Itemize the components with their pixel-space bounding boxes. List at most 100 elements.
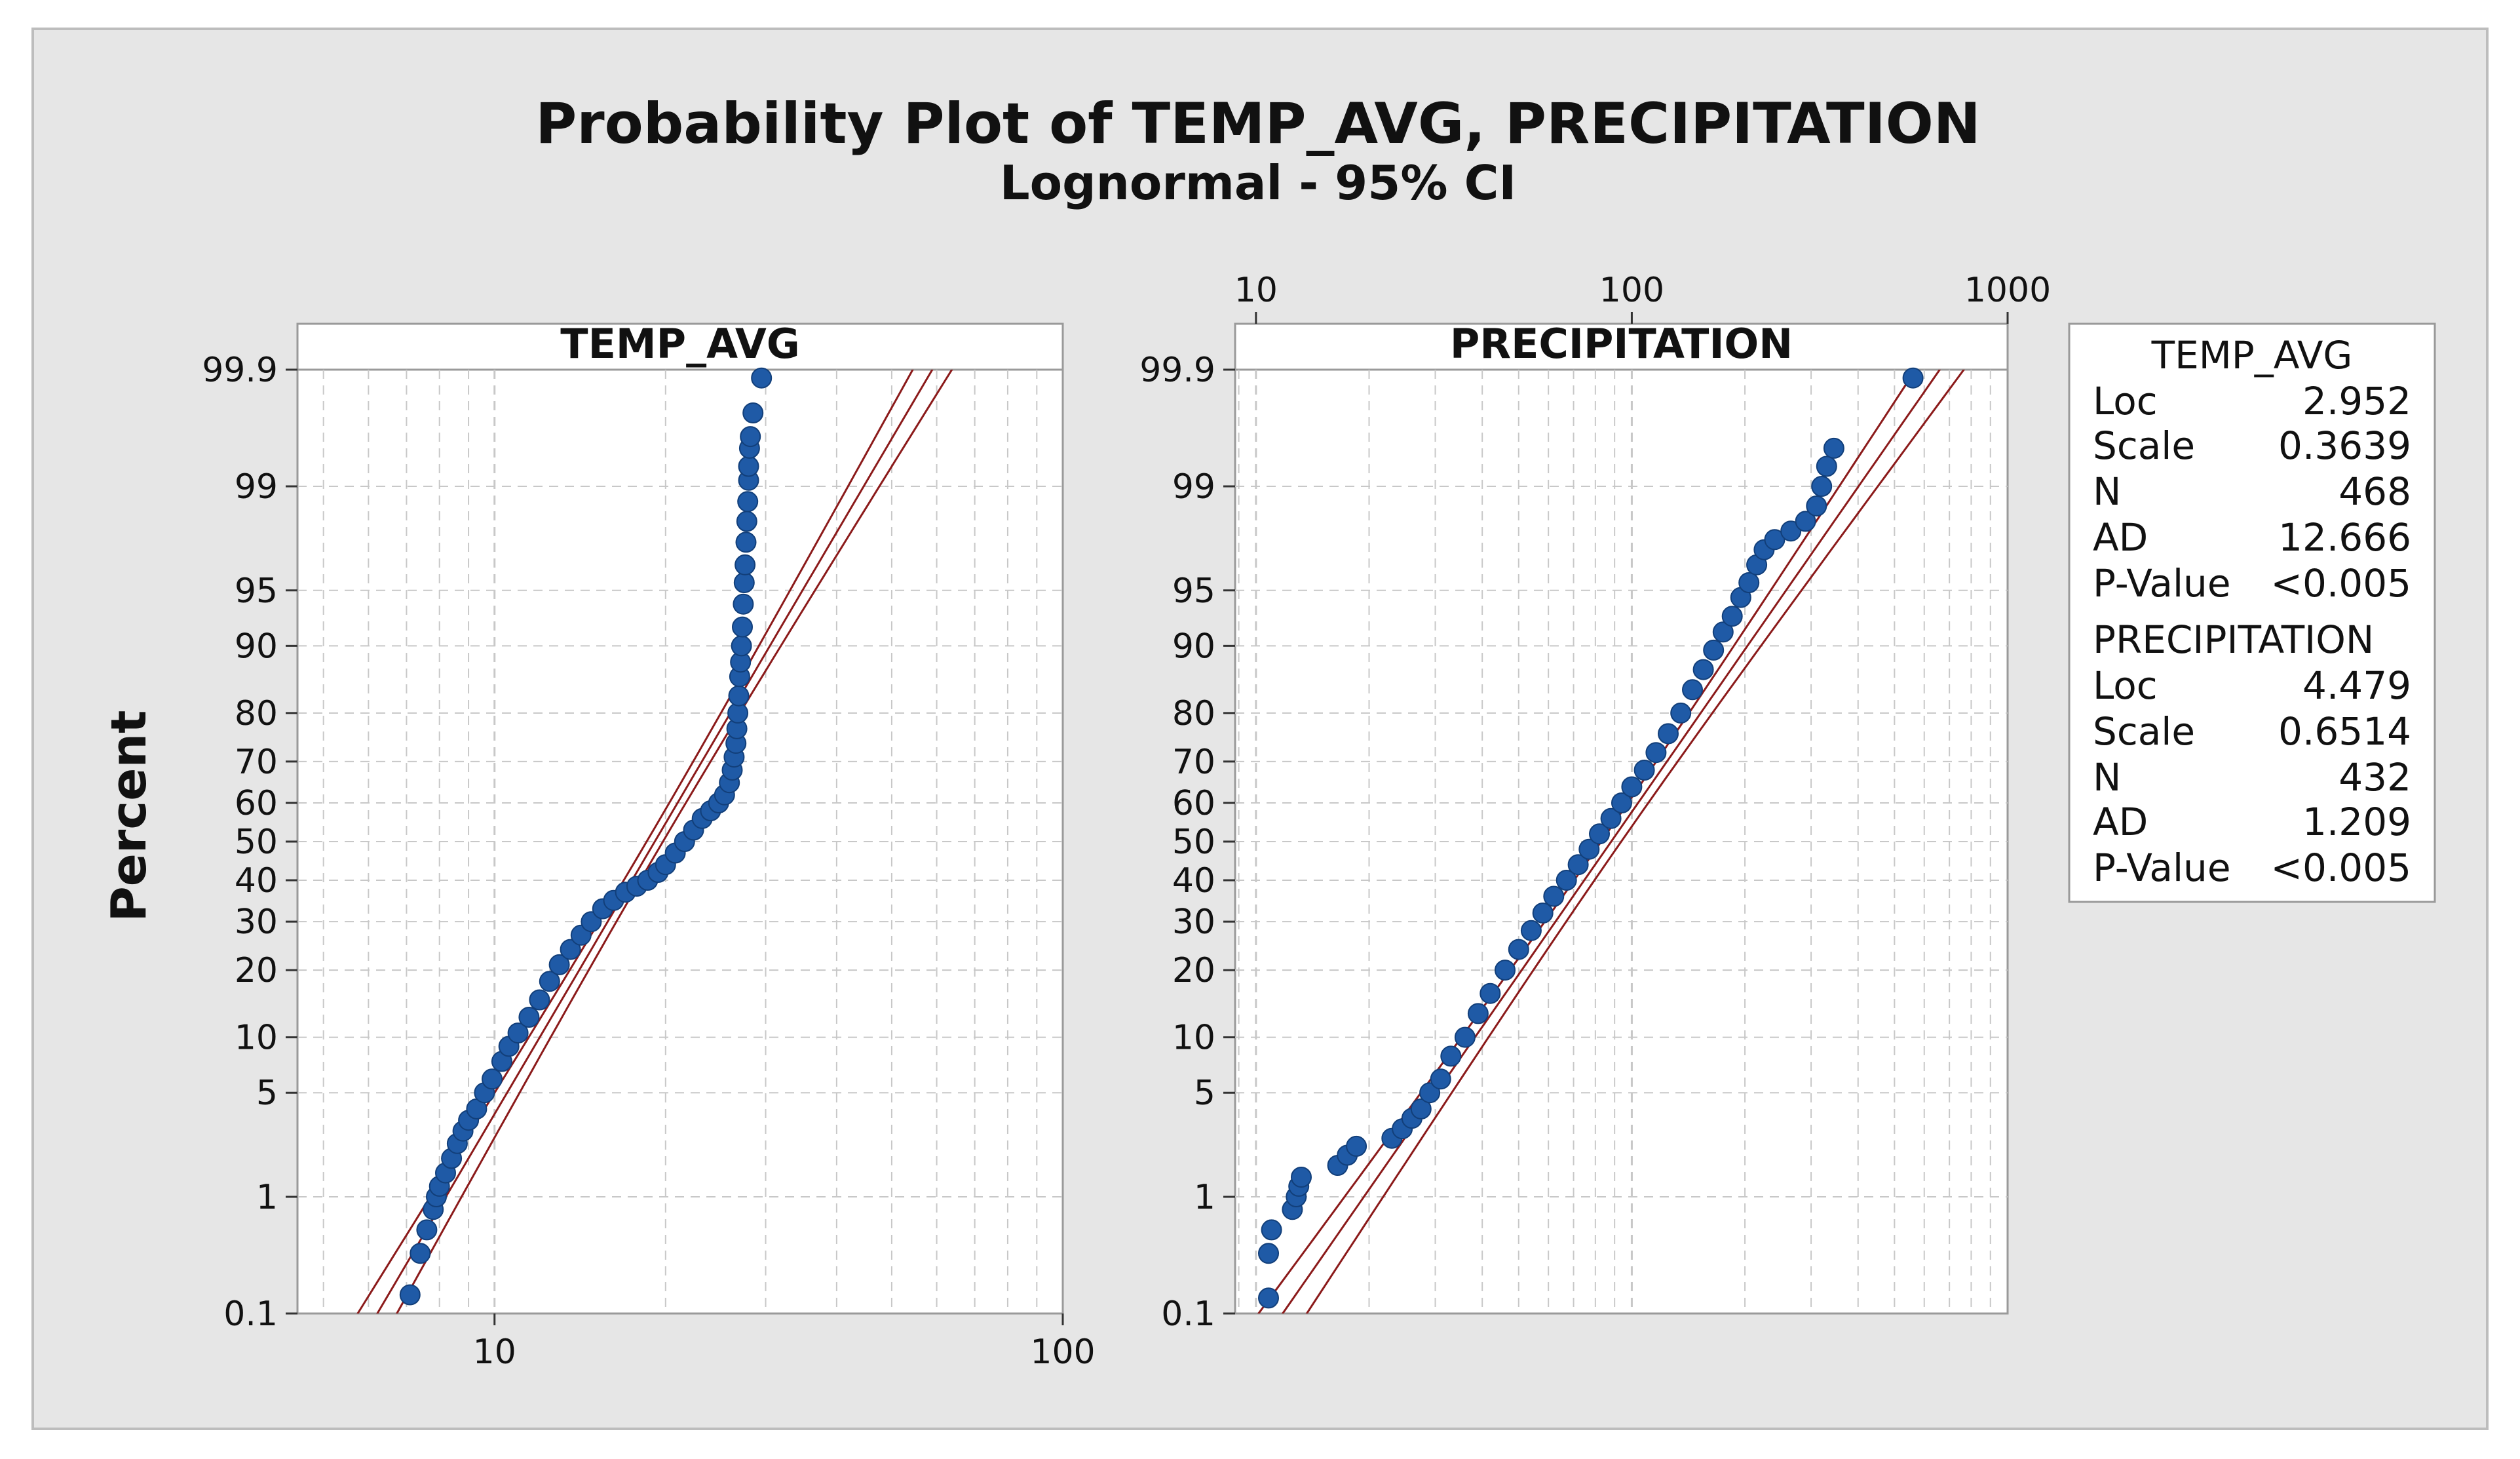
legend-value-loc: 4.479	[2302, 663, 2411, 708]
y-tick-label: 1	[256, 1178, 278, 1217]
ci-upper-line	[395, 370, 953, 1313]
legend-key-ad: AD	[2093, 800, 2148, 844]
legend-value-p-value: <0.005	[2270, 561, 2411, 606]
legend-key-n: N	[2093, 469, 2121, 514]
data-point	[731, 635, 752, 657]
y-tick-label: 60	[235, 784, 278, 823]
data-point	[1645, 742, 1667, 764]
y-tick-label: 80	[235, 694, 278, 733]
data-point	[1532, 903, 1554, 924]
legend-value-ad: 12.666	[2278, 515, 2411, 560]
data-point	[507, 1022, 529, 1044]
legend-value-n: 432	[2339, 755, 2411, 800]
y-tick-label: 50	[235, 823, 278, 862]
legend-value-loc: 2.952	[2302, 379, 2411, 423]
y-tick-label: 0.1	[223, 1294, 278, 1334]
panel-title: TEMP_AVG	[560, 320, 799, 368]
y-tick-label: 90	[1172, 627, 1215, 666]
data-point	[1261, 1219, 1282, 1241]
y-tick-label: 30	[235, 903, 278, 942]
y-tick-label: 99.9	[202, 351, 278, 390]
data-point	[482, 1068, 503, 1090]
data-point	[738, 456, 759, 477]
data-point	[733, 572, 755, 593]
data-point	[560, 939, 581, 960]
data-point	[742, 402, 764, 423]
fit-line	[1281, 370, 1941, 1313]
panel-header-band	[296, 322, 1064, 371]
y-tick-label: 95	[235, 572, 278, 611]
legend-value-scale: 0.3639	[2278, 423, 2411, 468]
y-axis-label: Percent	[101, 710, 157, 922]
y-tick-label: 5	[1194, 1074, 1215, 1113]
legend-value-scale: 0.6514	[2278, 709, 2411, 754]
data-point	[732, 616, 753, 638]
panel-title: PRECIPITATION	[1450, 320, 1793, 368]
legend-header-temp-avg: TEMP_AVG	[2151, 333, 2353, 378]
data-point	[735, 554, 756, 575]
data-point	[1806, 496, 1827, 516]
y-tick-label: 20	[235, 951, 278, 990]
x-tick-label: 100	[1030, 1333, 1095, 1372]
statistics-legend: TEMP_AVG Loc 2.952 Scale 0.3639 N 468 AD…	[2068, 322, 2436, 903]
x-tick-label: 100	[1599, 271, 1664, 310]
data-point	[1795, 511, 1816, 532]
data-point	[399, 1284, 421, 1306]
data-point	[736, 511, 757, 532]
legend-key-p-value: P-Value	[2093, 846, 2231, 890]
ci-upper-line	[1305, 370, 1966, 1313]
data-point	[728, 685, 750, 707]
data-point	[1291, 1167, 1312, 1188]
y-tick-label: 40	[235, 861, 278, 901]
data-point	[740, 426, 761, 448]
legend-key-scale: Scale	[2093, 709, 2195, 754]
legend-value-n: 468	[2339, 469, 2411, 514]
data-point	[1658, 723, 1679, 745]
data-point	[1480, 982, 1501, 1004]
data-point	[1430, 1068, 1451, 1090]
data-point	[1258, 1287, 1279, 1309]
data-point	[1692, 659, 1714, 680]
y-tick-label: 70	[1172, 743, 1215, 782]
data-point	[1738, 572, 1760, 593]
legend-key-p-value: P-Value	[2093, 561, 2231, 606]
legend-key-n: N	[2093, 755, 2121, 800]
data-point	[548, 954, 570, 975]
data-point	[1823, 437, 1844, 459]
data-point	[751, 367, 773, 389]
data-point	[1682, 679, 1703, 701]
y-tick-label: 70	[235, 743, 278, 782]
data-point	[416, 1219, 438, 1241]
data-point	[1721, 606, 1743, 627]
data-point	[1902, 367, 1924, 389]
data-point	[1764, 529, 1785, 551]
data-point	[518, 1007, 540, 1028]
y-tick-label: 5	[256, 1074, 278, 1113]
data-point	[1621, 776, 1643, 798]
data-point	[1589, 823, 1610, 845]
data-point	[529, 989, 550, 1011]
data-point	[1816, 456, 1837, 477]
data-point	[1556, 870, 1577, 891]
y-tick-label: 20	[1172, 951, 1215, 990]
y-tick-label: 99.9	[1139, 351, 1215, 390]
data-point	[737, 491, 759, 513]
y-tick-label: 50	[1172, 823, 1215, 862]
y-tick-label: 80	[1172, 694, 1215, 733]
legend-key-scale: Scale	[2093, 423, 2195, 468]
y-tick-label: 60	[1172, 784, 1215, 823]
y-tick-label: 30	[1172, 903, 1215, 942]
data-point	[1258, 1243, 1279, 1264]
legend-value-p-value: <0.005	[2270, 846, 2411, 890]
data-point	[1454, 1026, 1476, 1048]
data-point	[1578, 838, 1600, 860]
chart-title: Probability Plot of TEMP_AVG, PRECIPITAT…	[535, 91, 1981, 157]
data-point	[1567, 854, 1589, 876]
x-tick-label: 10	[1234, 271, 1278, 310]
data-point	[410, 1243, 431, 1264]
data-point	[539, 971, 560, 992]
y-tick-label: 40	[1172, 861, 1215, 901]
data-point	[1780, 520, 1802, 542]
data-point	[1600, 807, 1622, 829]
